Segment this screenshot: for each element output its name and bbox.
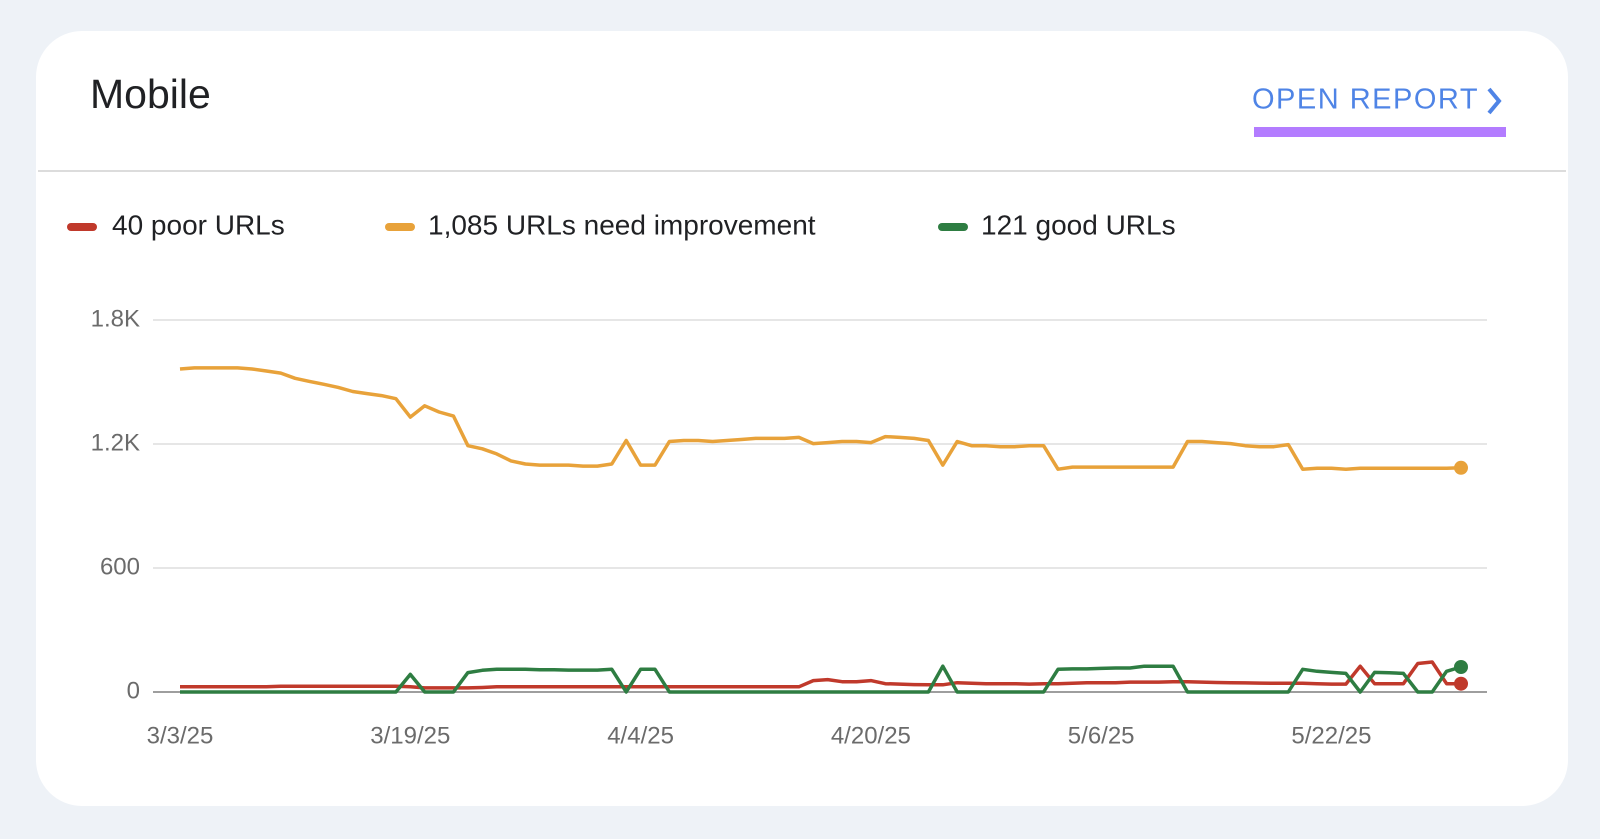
legend-label: 1,085 URLs need improvement xyxy=(428,209,816,240)
end-point xyxy=(1454,659,1468,674)
x-tick-label: 5/6/25 xyxy=(1068,722,1135,749)
legend-label: 40 poor URLs xyxy=(112,209,285,240)
card-title: Mobile xyxy=(90,71,211,117)
x-tick-label: 3/3/25 xyxy=(147,722,214,749)
x-tick-label: 5/22/25 xyxy=(1291,722,1371,749)
chevron-icon[interactable] xyxy=(1487,87,1502,115)
series-line xyxy=(180,664,1462,694)
x-tick-label: 4/20/25 xyxy=(831,722,911,749)
x-tick-label: 3/19/25 xyxy=(370,722,450,749)
card xyxy=(36,31,1568,806)
y-tick-label: 0 xyxy=(127,677,140,704)
end-point xyxy=(1454,676,1468,691)
y-tick-label: 1.2K xyxy=(91,429,140,456)
legend-label: 121 good URLs xyxy=(981,209,1176,240)
underline xyxy=(1254,127,1506,137)
series-line xyxy=(179,366,1462,471)
link-text[interactable]: OPEN REPORT xyxy=(1252,84,1479,116)
open-report-link[interactable]: OPEN REPORT xyxy=(1252,84,1506,137)
end-point xyxy=(1454,460,1468,475)
x-tick-label: 4/4/25 xyxy=(607,722,674,749)
y-tick-label: 1.8K xyxy=(91,305,140,332)
series-line xyxy=(180,660,1461,690)
y-tick-label: 600 xyxy=(100,553,140,580)
